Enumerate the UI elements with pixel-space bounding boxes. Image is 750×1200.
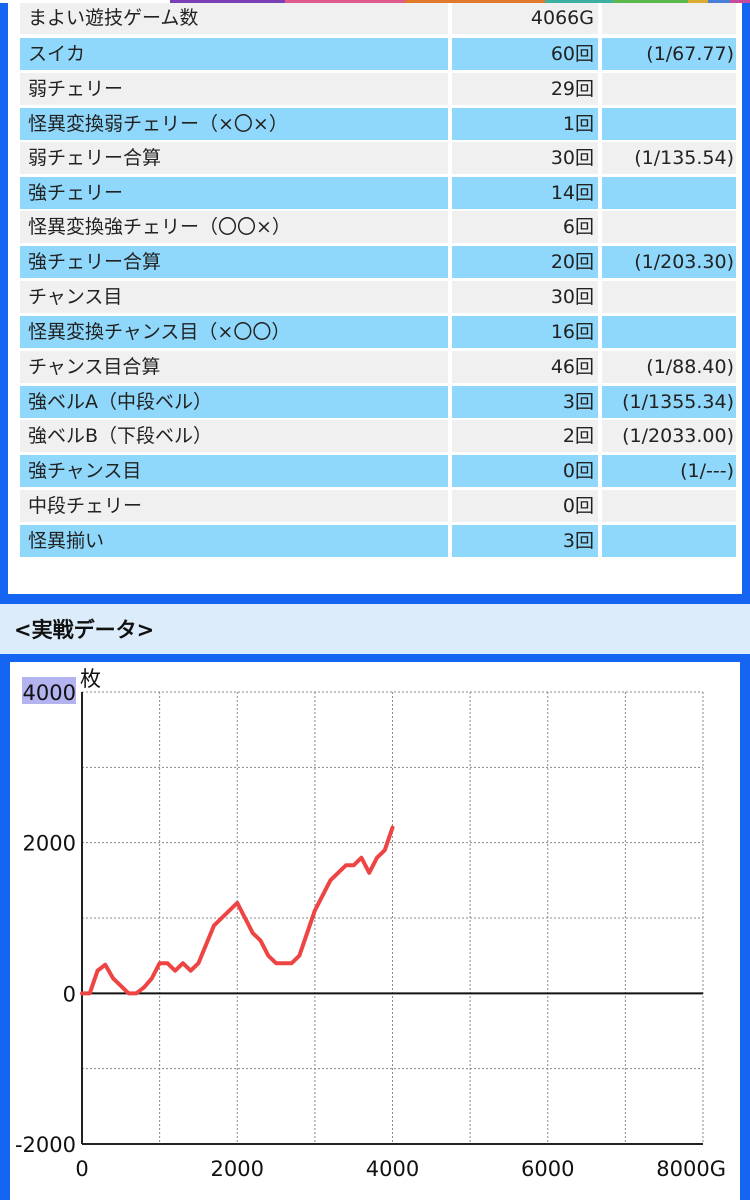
stat-probability	[602, 316, 736, 348]
stat-name: 怪異変換強チェリー（〇〇×）	[20, 211, 448, 243]
stat-count: 14回	[452, 177, 598, 209]
section-header: <実戦データ>	[0, 604, 750, 654]
stat-probability	[602, 73, 736, 105]
strip-segment	[0, 0, 170, 3]
stat-count: 20回	[452, 246, 598, 278]
stat-probability: (1/203.30)	[602, 246, 736, 278]
stat-count: 46回	[452, 351, 598, 383]
strip-segment	[405, 0, 545, 3]
stat-probability	[602, 490, 736, 522]
stat-probability: (1/88.40)	[602, 351, 736, 383]
stat-name: 強チェリー合算	[20, 246, 448, 278]
strip-segment	[613, 0, 688, 3]
stat-count: 30回	[452, 281, 598, 313]
stat-name: チャンス目	[20, 281, 448, 313]
strip-segment	[708, 0, 730, 3]
stat-probability: (1/2033.00)	[602, 420, 736, 452]
stats-table: まよい遊技ゲーム数 4066G スイカ 60回 (1/67.77) 弱チェリー 29回 怪異変…	[8, 0, 742, 594]
stat-row: 弱チェリー合算 30回 (1/135.54)	[20, 142, 736, 174]
y-axis-unit: 枚	[80, 667, 101, 691]
stat-name: 強チャンス目	[20, 455, 448, 487]
stat-row: 強チェリー合算 20回 (1/203.30)	[20, 246, 736, 278]
x-tick-label: 4000	[366, 1157, 419, 1181]
stats-panel: まよい遊技ゲーム数 4066G スイカ 60回 (1/67.77) 弱チェリー 29回 怪異変…	[0, 0, 750, 604]
stat-name: チャンス目合算	[20, 351, 448, 383]
stat-row: チャンス目合算 46回 (1/88.40)	[20, 351, 736, 383]
stat-probability: (1/67.77)	[602, 38, 736, 70]
stat-probability: (1/135.54)	[602, 142, 736, 174]
stat-name: 怪異変換チャンス目（×〇〇）	[20, 316, 448, 348]
stat-row: 強ベルB（下段ベル） 2回 (1/2033.00)	[20, 420, 736, 452]
stat-count: 1回	[452, 108, 598, 140]
stat-probability	[602, 177, 736, 209]
stat-row: 中段チェリー 0回	[20, 490, 736, 522]
stat-name: 中段チェリー	[20, 490, 448, 522]
chart-area: -2000 0 2000 4000 枚 0 2000 4000 6000 8000G	[10, 662, 740, 1200]
stat-probability	[602, 525, 736, 557]
stat-count: 2回	[452, 420, 598, 452]
stat-count: 30回	[452, 142, 598, 174]
stat-count: 0回	[452, 455, 598, 487]
y-tick-label: 2000	[23, 832, 76, 856]
stat-row: 強チャンス目 0回 (1/---)	[20, 455, 736, 487]
y-tick-label: 0	[63, 982, 76, 1006]
stat-name: 弱チェリー	[20, 73, 448, 105]
chart-panel: -2000 0 2000 4000 枚 0 2000 4000 6000 8000G	[0, 654, 750, 1200]
stat-count: 16回	[452, 316, 598, 348]
stat-row: 怪異変換チャンス目（×〇〇） 16回	[20, 316, 736, 348]
stat-row: 怪異揃い 3回	[20, 525, 736, 557]
stat-name: 強ベルA（中段ベル）	[20, 386, 448, 418]
stat-count: 3回	[452, 386, 598, 418]
strip-segment	[285, 0, 405, 3]
stat-name: スイカ	[20, 38, 448, 70]
x-tick-label: 2000	[211, 1157, 264, 1181]
stat-row: 弱チェリー 29回	[20, 73, 736, 105]
stat-row: 強ベルA（中段ベル） 3回 (1/1355.34)	[20, 386, 736, 418]
y-tick-label: 4000	[23, 681, 76, 705]
stat-row: 強チェリー 14回	[20, 177, 736, 209]
stat-count: 4066G	[452, 2, 598, 34]
x-tick-label: 0	[75, 1157, 88, 1181]
stat-name: 弱チェリー合算	[20, 142, 448, 174]
stat-row: スイカ 60回 (1/67.77)	[20, 38, 736, 70]
strip-segment	[688, 0, 708, 3]
stat-probability: (1/---)	[602, 455, 736, 487]
stat-probability: (1/1355.34)	[602, 386, 736, 418]
stat-probability	[602, 2, 736, 34]
stat-name: まよい遊技ゲーム数	[20, 2, 448, 34]
stat-probability	[602, 211, 736, 243]
ymax-highlight	[22, 677, 76, 704]
strip-segment	[545, 0, 613, 3]
stat-count: 0回	[452, 490, 598, 522]
stat-count: 60回	[452, 38, 598, 70]
y-tick-label: -2000	[15, 1133, 76, 1157]
strip-segment	[730, 0, 750, 3]
stat-row: チャンス目 30回	[20, 281, 736, 313]
x-tick-label: 8000G	[656, 1157, 726, 1181]
stat-name: 怪異変換弱チェリー（×〇×）	[20, 108, 448, 140]
x-tick-label: 6000	[521, 1157, 574, 1181]
strip-segment	[170, 0, 285, 3]
top-color-strip	[0, 0, 750, 3]
stat-count: 3回	[452, 525, 598, 557]
stat-row: 怪異変換弱チェリー（×〇×） 1回	[20, 108, 736, 140]
stat-name: 強チェリー	[20, 177, 448, 209]
stat-probability	[602, 281, 736, 313]
stat-row: まよい遊技ゲーム数 4066G	[20, 2, 736, 34]
stat-count: 29回	[452, 73, 598, 105]
stat-count: 6回	[452, 211, 598, 243]
series-line	[80, 825, 395, 996]
section-title: <実戦データ>	[14, 618, 155, 642]
stat-name: 強ベルB（下段ベル）	[20, 420, 448, 452]
stat-name: 怪異揃い	[20, 525, 448, 557]
stat-probability	[602, 108, 736, 140]
stat-row: 怪異変換強チェリー（〇〇×） 6回	[20, 211, 736, 243]
